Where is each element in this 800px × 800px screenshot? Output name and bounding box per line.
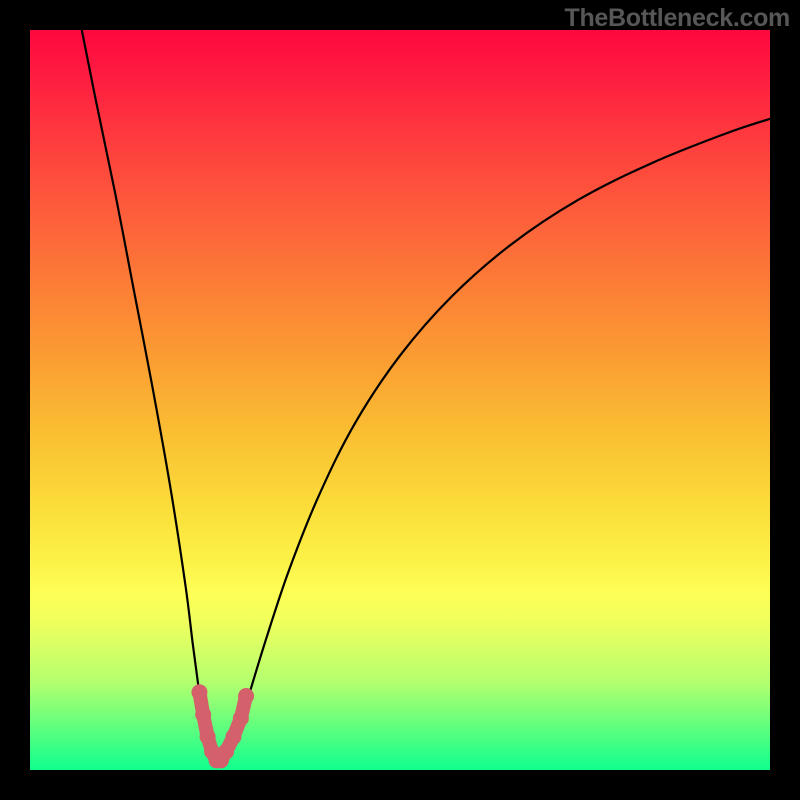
- watermark-text: TheBottleneck.com: [564, 4, 790, 33]
- marker-dot: [218, 744, 234, 760]
- marker-dot: [226, 729, 242, 745]
- bottleneck-curve: [82, 30, 770, 766]
- marker-dot: [191, 684, 207, 700]
- curve-layer: [30, 30, 770, 770]
- marker-dot: [238, 688, 254, 704]
- outer-frame: TheBottleneck.com: [0, 0, 800, 800]
- marker-dot: [200, 729, 216, 745]
- marker-dot: [233, 710, 249, 726]
- plot-area: [30, 30, 770, 770]
- marker-dot: [195, 707, 211, 723]
